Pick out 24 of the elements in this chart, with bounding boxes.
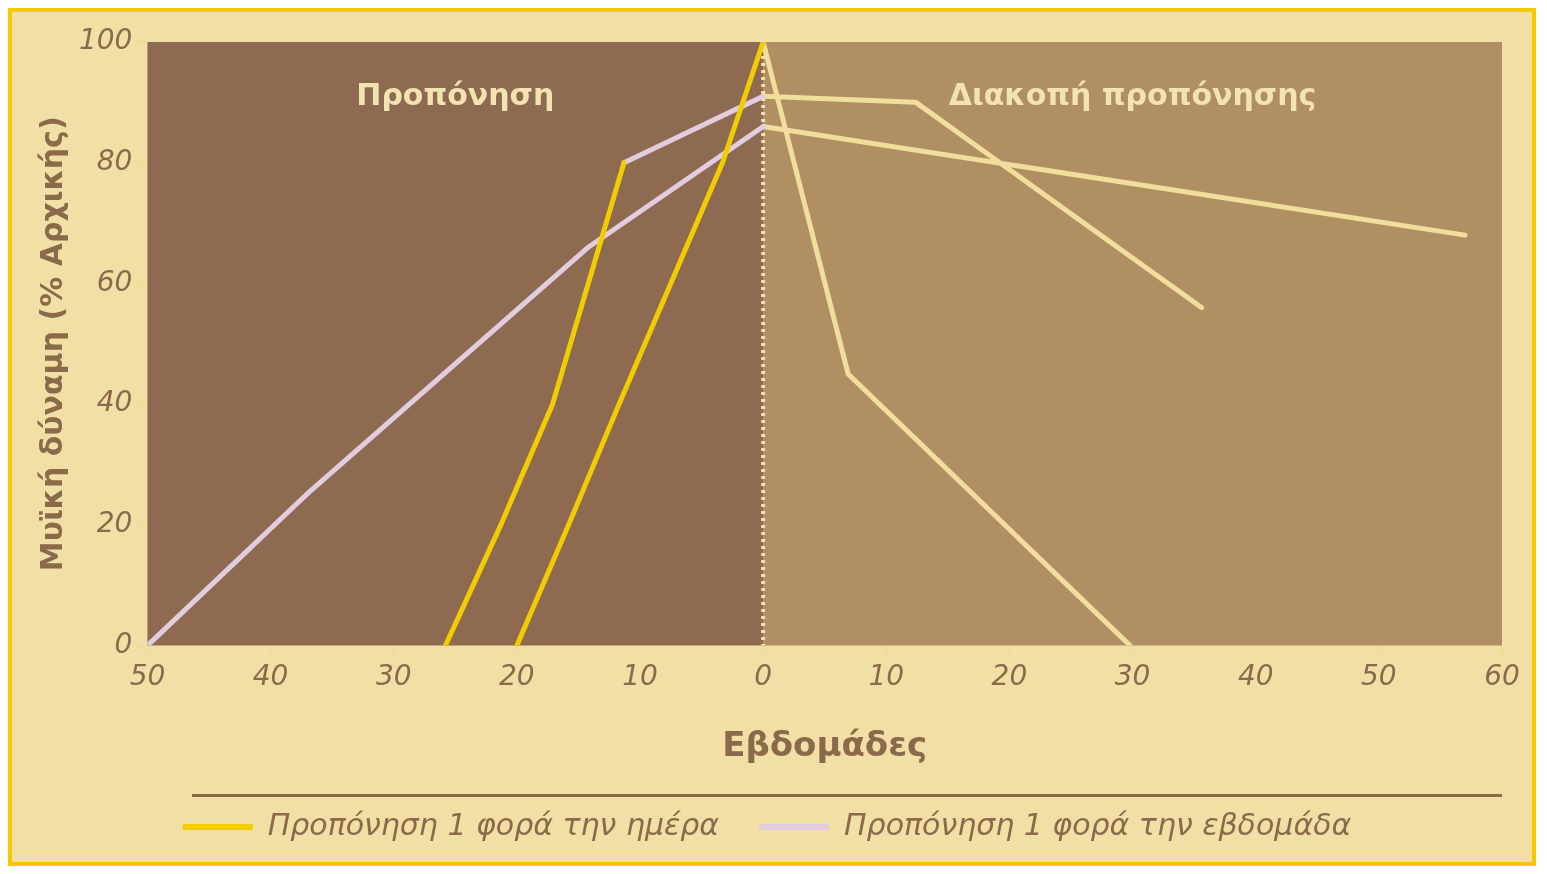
x-tick-label: 30 — [1114, 658, 1151, 692]
y-axis-title: Μυϊκή δύναμη (% Αρχικής) — [33, 116, 69, 572]
legend-label: Προπόνηση 1 φορά την ημέρα — [267, 806, 720, 842]
x-tick-label: 30 — [375, 658, 412, 692]
x-tick-label: 10 — [868, 658, 905, 692]
y-tick-label: 60 — [96, 264, 133, 298]
x-axis-title: Εβδομάδες — [722, 724, 928, 765]
y-tick-label: 0 — [114, 626, 133, 660]
legend-label: Προπόνηση 1 φορά την εβδομάδα — [844, 806, 1352, 842]
band-label: Προπόνηση — [356, 76, 555, 112]
x-tick-label: 60 — [1484, 658, 1520, 692]
x-tick-label: 20 — [991, 658, 1028, 692]
x-tick-label: 40 — [1237, 658, 1274, 692]
x-tick-label: 40 — [252, 658, 289, 692]
band-label: Διακοπή προπόνησης — [948, 76, 1317, 112]
y-tick-label: 80 — [96, 144, 133, 177]
y-tick-label: 100 — [78, 23, 133, 57]
x-tick-label: 20 — [499, 658, 535, 692]
y-tick-label: 40 — [96, 385, 133, 419]
y-tick-label: 20 — [96, 506, 133, 540]
x-tick-label: 0 — [754, 658, 773, 692]
x-tick-label: 50 — [1361, 658, 1397, 692]
x-tick-label: 10 — [622, 658, 658, 692]
x-tick-label: 50 — [129, 658, 166, 692]
